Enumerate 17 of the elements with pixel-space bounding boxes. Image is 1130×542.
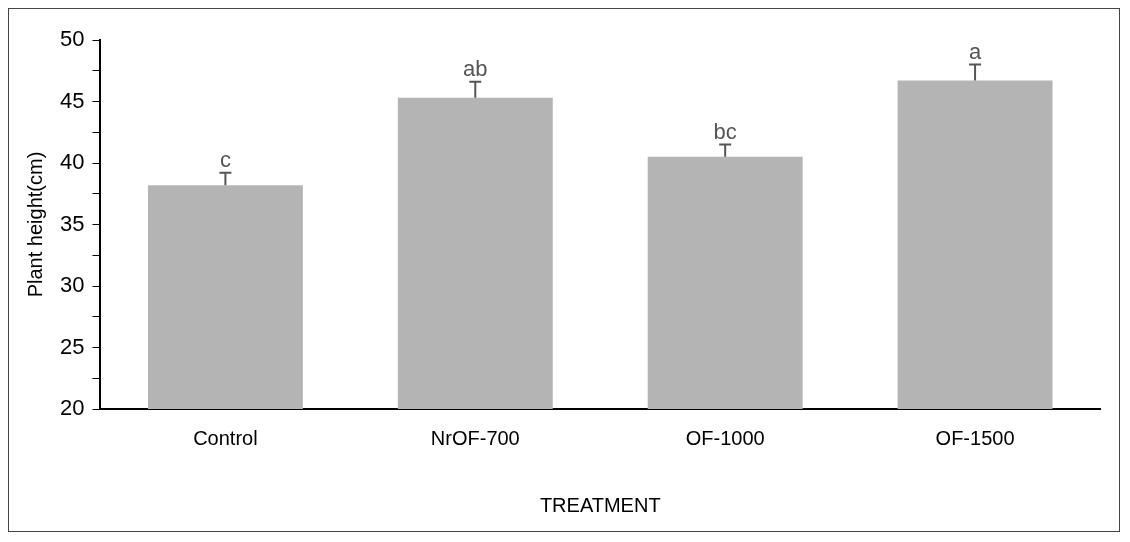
y-tick-label: 25 — [59, 333, 85, 359]
x-tick-label: Control — [193, 426, 258, 449]
x-tick-label: NrOF-700 — [430, 426, 520, 449]
x-axis-title: TREATMENT — [539, 493, 661, 516]
x-tick-label: OF-1000 — [685, 426, 765, 449]
annotation: ab — [463, 55, 488, 81]
annotation: a — [968, 38, 982, 64]
y-tick-label: 40 — [59, 149, 85, 175]
y-tick-label: 20 — [59, 395, 85, 421]
y-tick-label: 35 — [59, 210, 85, 236]
y-tick-label: 30 — [59, 272, 85, 298]
annotation: c — [219, 146, 231, 172]
y-tick-label: 50 — [59, 26, 85, 52]
x-tick-label: OF-1500 — [935, 426, 1015, 449]
y-tick-label: 45 — [59, 87, 85, 113]
y-axis-title: Plant height(cm) — [23, 151, 46, 298]
annotation: bc — [713, 118, 737, 144]
